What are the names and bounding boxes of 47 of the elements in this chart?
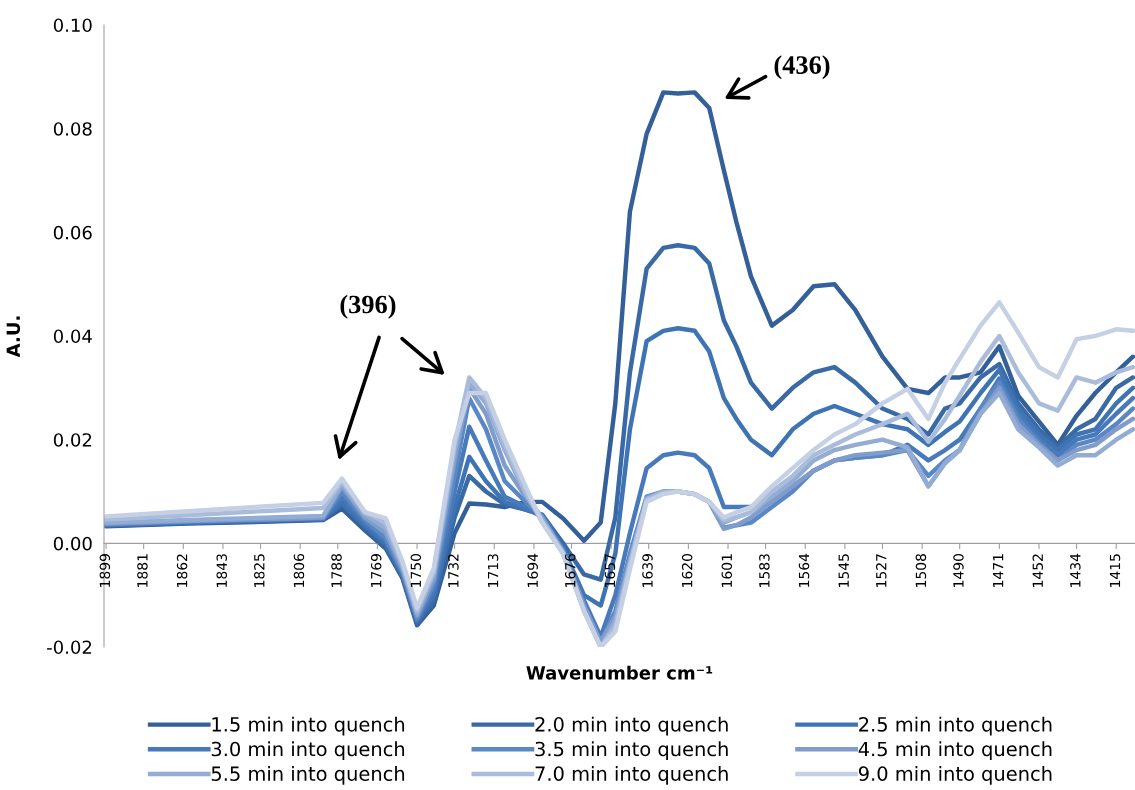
x-tick-label: 1434	[1070, 553, 1081, 587]
x-tick-label: 1862	[176, 554, 188, 587]
x-tick-label: 1527	[875, 554, 887, 587]
x-tick-label: 1769	[370, 554, 382, 587]
legend-label: 5.5 min into quench	[211, 765, 405, 785]
legend-label: 4.5 min into quench	[858, 741, 1052, 761]
x-tick-label: 1732	[448, 554, 459, 587]
x-tick-label: 1620	[681, 553, 693, 587]
x-tick-label: 1788	[331, 554, 342, 587]
legend-label: 2.5 min into quench	[859, 716, 1052, 736]
x-tick-label: 1676	[565, 553, 576, 587]
legend-label: 1.5 min into quench	[212, 716, 405, 736]
x-tick-label: 1657	[604, 554, 616, 587]
x-tick-label: 1639	[642, 554, 653, 587]
x-tick-label: 1881	[137, 554, 148, 587]
y-tick-label: 0.04	[53, 329, 92, 344]
y-axis-title: A.U.	[6, 316, 21, 358]
y-tick-label: 0.10	[53, 18, 92, 33]
x-tick-label: 1601	[721, 554, 733, 587]
x-tick-label: 1545	[838, 554, 849, 587]
x-tick-label: 1452	[1032, 554, 1044, 587]
legend-label: 3.0 min into quench	[211, 741, 405, 761]
x-tick-label: 1713	[487, 554, 499, 587]
legend-label: 9.0 min into quench	[858, 765, 1052, 785]
x-tick-label: 1415	[1109, 554, 1121, 587]
legend-label: 3.5 min into quench	[535, 741, 728, 761]
y-tick-label: 0.08	[53, 122, 92, 136]
x-axis-title: Wavenumber cm⁻¹	[526, 665, 713, 680]
annotation: (396)	[340, 294, 396, 319]
x-tick-label: 1806	[293, 553, 305, 587]
y-tick-label: 0.02	[53, 433, 92, 447]
legend-label: 7.0 min into quench	[535, 765, 728, 785]
y-tick-label: -0.02	[47, 640, 92, 655]
legend-label: 2.0 min into quench	[535, 716, 728, 736]
x-tick-label: 1843	[216, 554, 227, 587]
y-tick-label: 0.00	[53, 536, 92, 551]
x-tick-label: 1508	[915, 554, 927, 587]
annotation: (436)	[774, 55, 830, 80]
x-tick-label: 1750	[410, 553, 422, 587]
x-tick-label: 1490	[953, 553, 964, 587]
x-tick-label: 1471	[993, 554, 1004, 587]
y-tick-label: 0.06	[53, 225, 92, 240]
x-tick-label: 1899	[99, 554, 111, 587]
x-tick-label: 1583	[759, 554, 770, 587]
x-tick-label: 1825	[254, 554, 265, 587]
x-tick-label: 1694	[527, 553, 538, 587]
x-tick-label: 1564	[798, 553, 810, 587]
